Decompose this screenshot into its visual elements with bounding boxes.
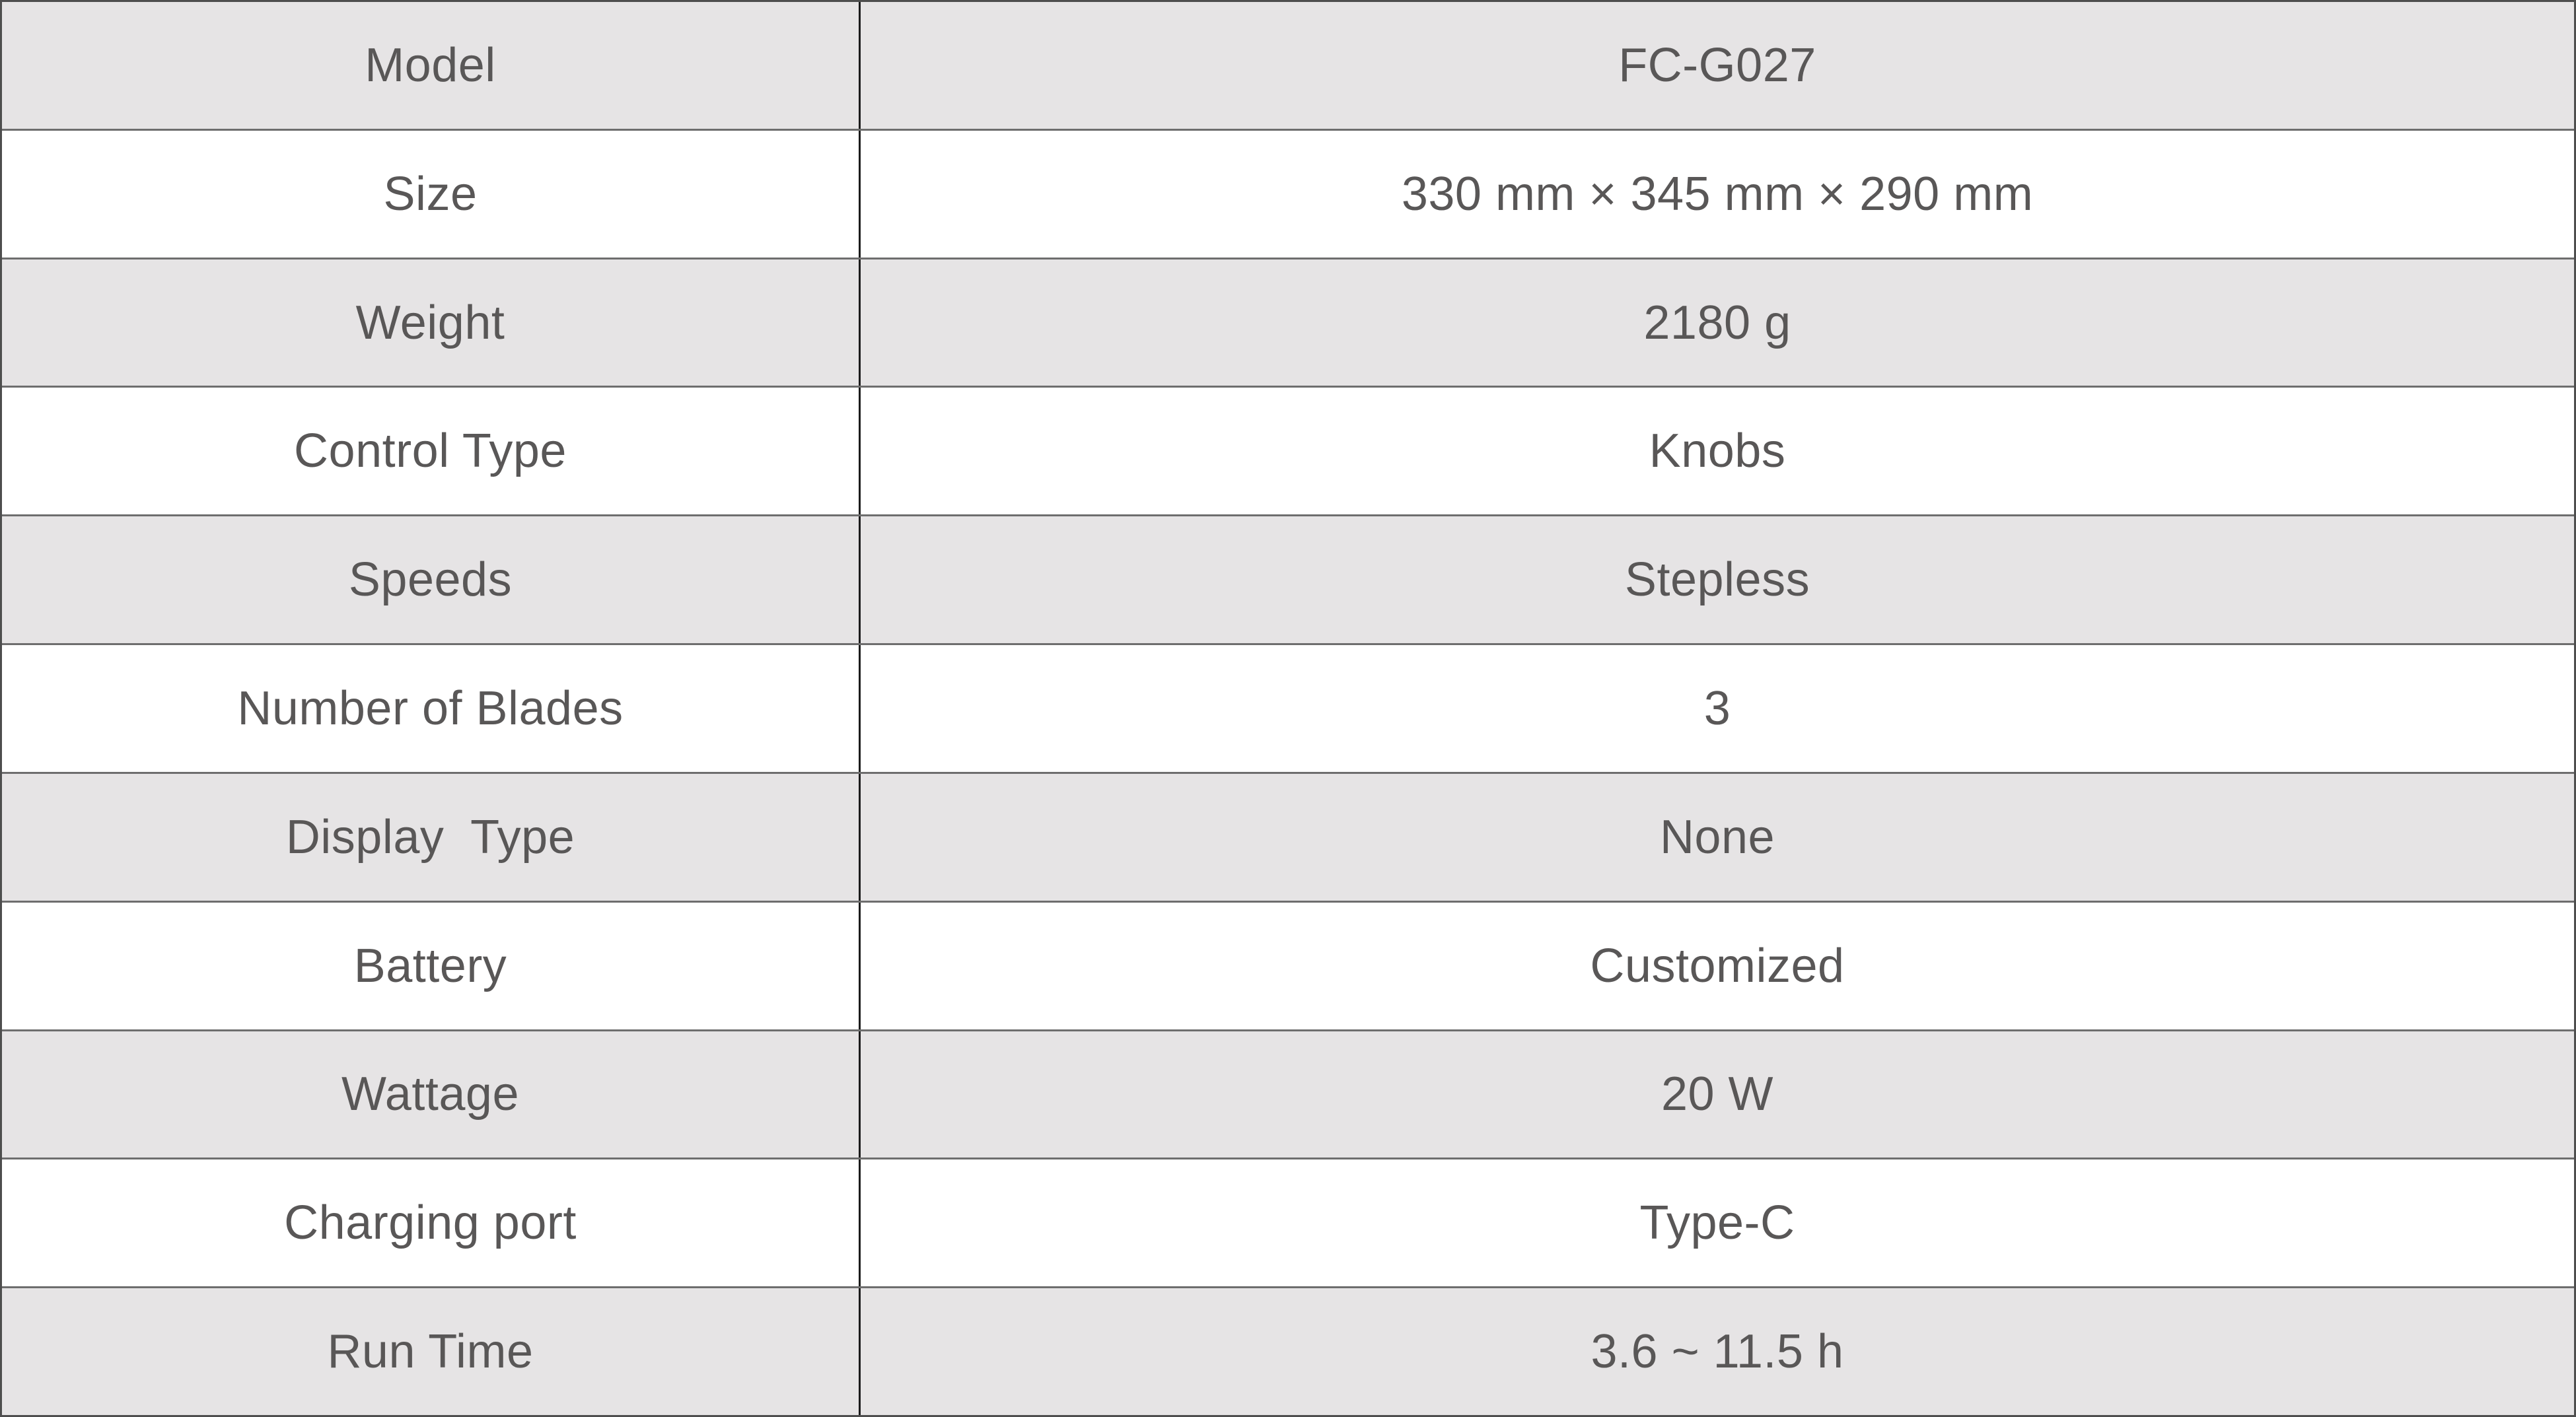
table-row: Charging port Type-C <box>2 1159 2574 1289</box>
spec-value-cell: FC-G027 <box>1618 38 1816 92</box>
spec-label-cell: Model <box>2 2 861 129</box>
spec-label-cell: Number of Blades <box>2 645 861 772</box>
spec-label-cell: Size <box>2 130 861 258</box>
table-row: Wattage 20 W <box>2 1031 2574 1160</box>
spec-value-cell: Knobs <box>1649 425 1786 478</box>
spec-value-cell: 20 W <box>1661 1068 1774 1121</box>
spec-label-cell: Speeds <box>2 516 861 644</box>
spec-value-cell: 2180 g <box>1643 296 1791 349</box>
spec-label-cell: Run Time <box>2 1288 861 1415</box>
table-row: Battery Customized <box>2 902 2574 1031</box>
spec-value-cell: Customized <box>1590 939 1845 992</box>
spec-value-cell: Type-C <box>1639 1196 1795 1250</box>
table-row: Speeds Stepless <box>2 516 2574 646</box>
spec-label-cell: Battery <box>2 902 861 1029</box>
spec-value-cell: 3 <box>1703 681 1731 735</box>
table-row: Run Time 3.6 ~ 11.5 h <box>2 1288 2574 1415</box>
spec-label-cell: Display Type <box>2 773 861 901</box>
spec-value-cell: 3.6 ~ 11.5 h <box>1591 1325 1844 1379</box>
table-row: Weight 2180 g <box>2 259 2574 388</box>
spec-value-cell: Stepless <box>1624 553 1810 607</box>
spec-value-cell: None <box>1659 810 1775 864</box>
table-row: Model FC-G027 <box>2 2 2574 131</box>
table-row: Control Type Knobs <box>2 388 2574 517</box>
table-row: Display Type None <box>2 773 2574 903</box>
spec-label-cell: Wattage <box>2 1031 861 1158</box>
spec-label-cell: Charging port <box>2 1159 861 1287</box>
table-row: Size 330 mm × 345 mm × 290 mm <box>2 130 2574 259</box>
spec-label-cell: Control Type <box>2 388 861 515</box>
spec-label-cell: Weight <box>2 259 861 386</box>
spec-value-cell: 330 mm × 345 mm × 290 mm <box>1401 167 2034 221</box>
table-row: Number of Blades 3 <box>2 645 2574 774</box>
